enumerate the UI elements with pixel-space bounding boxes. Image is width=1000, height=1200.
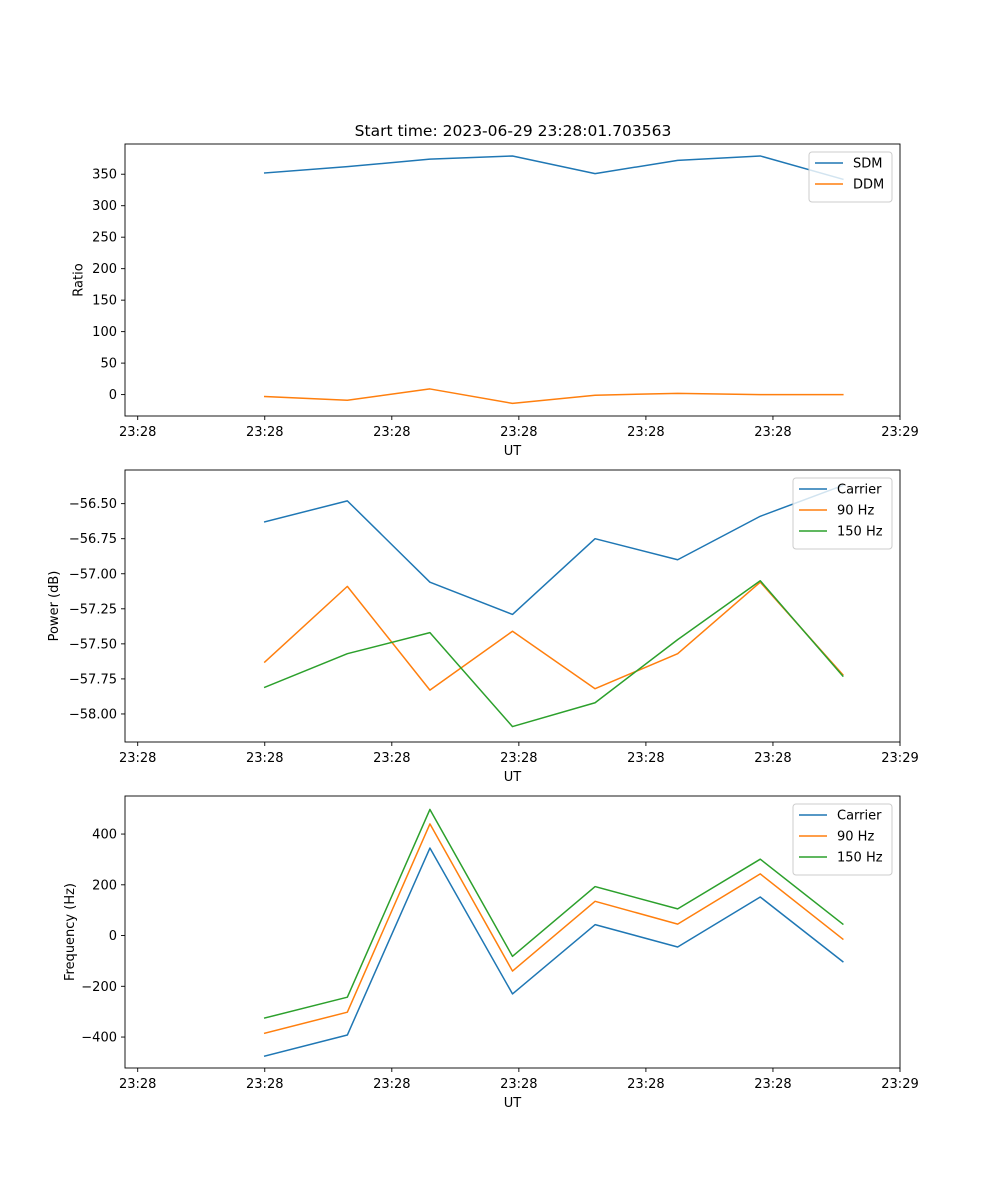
x-tick-label: 23:28 (500, 1077, 537, 1092)
legend: SDM DDM (808, 151, 893, 203)
legend-label: DDM (853, 178, 884, 193)
x-tick-label: 23:28 (754, 751, 791, 766)
x-axis: 23:28 23:28 23:28 23:28 23:28 23:28 23:29 UT (119, 742, 919, 785)
x-tick-label: 23:28 (500, 751, 537, 766)
y-tick-label: −57.00 (69, 567, 117, 582)
legend: Carrier 90 Hz 150 Hz (792, 477, 893, 550)
y-axis-label: Frequency (Hz) (63, 883, 78, 981)
figure-title: Start time: 2023-06-29 23:28:01.703563 (355, 122, 672, 140)
x-tick-label: 23:28 (373, 751, 410, 766)
y-axis: −400 −200 0 200 400 Frequency (Hz) (63, 828, 125, 1046)
plot-frame (124, 469, 901, 743)
x-tick-label: 23:28 (246, 425, 283, 440)
y-tick-label: −56.50 (69, 497, 117, 512)
x-tick-label: 23:28 (500, 425, 537, 440)
plot-frame (124, 143, 901, 417)
series-line-90-hz (263, 581, 844, 691)
chart-1: 23:28 23:28 23:28 23:28 23:28 23:28 23:29 UT 0 50… (71, 143, 919, 459)
legend-box (808, 151, 893, 203)
legend-label: Carrier (837, 809, 882, 824)
series-line-carrier (263, 847, 844, 1057)
x-tick-label: 23:28 (627, 425, 664, 440)
x-tick-label: 23:28 (119, 1077, 156, 1092)
legend: Carrier 90 Hz 150 Hz (792, 803, 893, 876)
x-axis-label: UT (504, 444, 522, 459)
y-tick-label: 0 (109, 929, 117, 944)
series-group (263, 155, 844, 405)
legend-label: 90 Hz (837, 830, 874, 845)
plot-frame (124, 795, 901, 1069)
y-axis-label: Power (dB) (47, 571, 62, 642)
x-tick-label: 23:29 (881, 751, 918, 766)
x-tick-label: 23:28 (246, 1077, 283, 1092)
legend-label: SDM (853, 157, 882, 172)
series-line-90-hz (263, 823, 844, 1035)
chart-2: 23:28 23:28 23:28 23:28 23:28 23:28 23:29 UT −58… (47, 469, 919, 785)
x-tick-label: 23:29 (881, 425, 918, 440)
x-tick-label: 23:28 (119, 751, 156, 766)
x-tick-label: 23:29 (881, 1077, 918, 1092)
y-tick-label: −200 (81, 980, 117, 995)
x-tick-label: 23:28 (627, 1077, 664, 1092)
y-tick-label: 50 (100, 357, 117, 372)
series-line-carrier (263, 484, 844, 616)
y-tick-label: 100 (92, 325, 117, 340)
series-line-sdm (263, 155, 844, 181)
x-tick-label: 23:28 (754, 425, 791, 440)
x-tick-label: 23:28 (373, 425, 410, 440)
series-line-150-hz (263, 808, 844, 1019)
y-axis: 0 50 100 150 200 250 300 350 Ratio (71, 168, 125, 403)
series-group (263, 484, 844, 728)
y-axis-label: Ratio (71, 263, 86, 296)
y-tick-label: 400 (92, 828, 117, 843)
x-tick-label: 23:28 (119, 425, 156, 440)
y-tick-label: −57.50 (69, 637, 117, 652)
y-tick-label: −58.00 (69, 707, 117, 722)
y-axis: −58.00 −57.75 −57.50 −57.25 −57.00 −56.75 −56.… (47, 497, 125, 722)
x-axis-label: UT (504, 1096, 522, 1111)
y-tick-label: −56.75 (69, 532, 117, 547)
y-tick-label: −400 (81, 1031, 117, 1046)
y-tick-label: −57.25 (69, 602, 117, 617)
x-tick-label: 23:28 (246, 751, 283, 766)
legend-label: 150 Hz (837, 525, 883, 540)
x-axis: 23:28 23:28 23:28 23:28 23:28 23:28 23:29 UT (119, 1068, 919, 1111)
x-tick-label: 23:28 (373, 1077, 410, 1092)
series-group (263, 808, 844, 1057)
y-tick-label: 300 (92, 199, 117, 214)
series-line-ddm (263, 388, 844, 405)
y-tick-label: 0 (109, 388, 117, 403)
x-tick-label: 23:28 (627, 751, 664, 766)
y-tick-label: 150 (92, 294, 117, 309)
legend-label: 90 Hz (837, 504, 874, 519)
series-line-150-hz (263, 580, 844, 728)
chart-3: 23:28 23:28 23:28 23:28 23:28 23:28 23:29 UT −40… (63, 795, 919, 1111)
y-tick-label: −57.75 (69, 672, 117, 687)
x-tick-label: 23:28 (754, 1077, 791, 1092)
x-axis: 23:28 23:28 23:28 23:28 23:28 23:28 23:29 UT (119, 416, 919, 459)
x-axis-label: UT (504, 770, 522, 785)
plots-container: 23:28 23:28 23:28 23:28 23:28 23:28 23:29 UT 0 50… (47, 143, 919, 1111)
legend-label: 150 Hz (837, 851, 883, 866)
y-tick-label: 250 (92, 231, 117, 246)
legend-label: Carrier (837, 483, 882, 498)
y-tick-label: 350 (92, 168, 117, 183)
y-tick-label: 200 (92, 878, 117, 893)
y-tick-label: 200 (92, 262, 117, 277)
